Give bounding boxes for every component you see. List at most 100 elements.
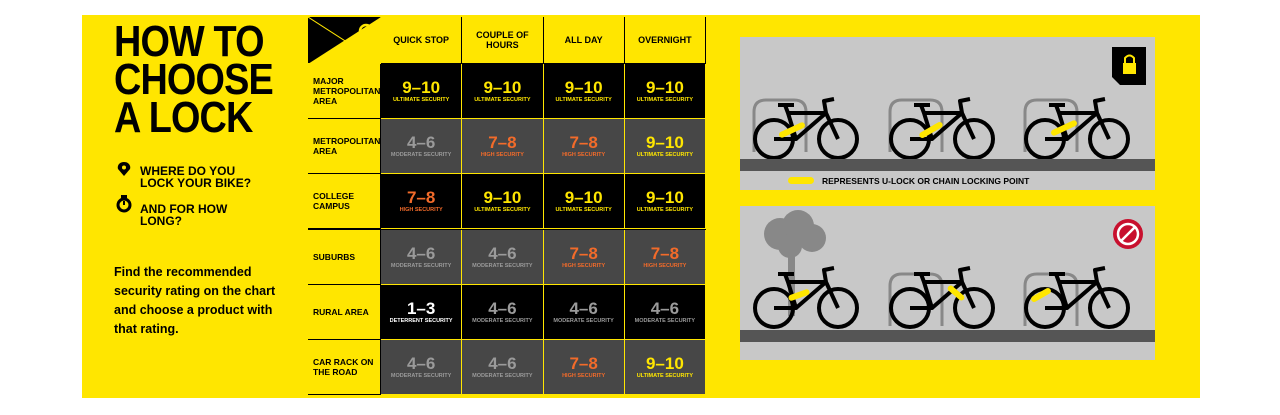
column-header: OVERNIGHT	[624, 17, 706, 64]
scene-unsafe	[740, 206, 1155, 360]
row-label: MAJOR METROPOLITAN AREA	[308, 64, 381, 120]
rating: 4–6	[488, 353, 517, 373]
legend-caption: REPRESENTS U-LOCK OR CHAIN LOCKING POINT	[822, 176, 1030, 186]
rating: 4–6	[488, 298, 517, 318]
rating-cell: 7–8 HIGH SECURITY	[381, 174, 463, 230]
rating-cell: 7–8 HIGH SECURITY	[624, 229, 706, 285]
rating-cell: 4–6 MODERATE SECURITY	[462, 339, 544, 395]
security-level: MODERATE SECURITY	[390, 152, 452, 159]
scene-art	[740, 210, 1155, 342]
security-level: MODERATE SECURITY	[634, 317, 696, 324]
rating: 1–3	[406, 298, 436, 318]
security-level: MODERATE SECURITY	[390, 262, 452, 269]
rating-cell: 9–10 ULTIMATE SECURITY	[381, 64, 463, 120]
row-label: RURAL AREA	[308, 284, 381, 340]
row-label: METROPOLITAN AREA	[308, 119, 381, 175]
rating: 7–8	[650, 243, 680, 263]
rating: 9–10	[402, 78, 441, 98]
rating: 7–8	[569, 353, 598, 373]
rating-cell: 4–6 MODERATE SECURITY	[462, 284, 544, 340]
rating-cell: 7–8 HIGH SECURITY	[543, 339, 625, 395]
rating: 9–10	[564, 188, 603, 208]
ground	[740, 330, 1155, 342]
rating-cell: 9–10 ULTIMATE SECURITY	[624, 64, 706, 120]
rating-cell: 4–6 MODERATE SECURITY	[462, 229, 544, 285]
column-header: QUICK STOP	[381, 17, 463, 64]
icons	[116, 162, 132, 213]
title: HOW TO CHOOSE A LOCK	[114, 17, 274, 140]
security-level: DETERRENT SECURITY	[389, 317, 453, 324]
rating: 4–6	[406, 133, 436, 153]
row-label: CAR RACK ON THE ROAD	[308, 339, 381, 395]
rating-cell: 4–6 MODERATE SECURITY	[381, 229, 463, 285]
rating-cell: 9–10 ULTIMATE SECURITY	[624, 174, 706, 230]
rating: 7–8	[488, 133, 517, 153]
rating: 4–6	[406, 243, 436, 263]
security-level: HIGH SECURITY	[399, 207, 443, 214]
rating: 9–10	[483, 188, 522, 208]
security-level: MODERATE SECURITY	[553, 317, 614, 324]
title-line: HOW TO	[114, 17, 265, 66]
rating: 4–6	[406, 353, 436, 373]
scene-art	[740, 47, 1155, 184]
lock-point	[919, 122, 943, 138]
security-level: ULTIMATE SECURITY	[636, 372, 694, 379]
rating-cell: 4–6 MODERATE SECURITY	[624, 284, 706, 340]
rating: 9–10	[645, 188, 684, 208]
lock-point	[1051, 120, 1077, 136]
rating-cell: 7–8 HIGH SECURITY	[462, 119, 544, 175]
security-level: HIGH SECURITY	[562, 152, 606, 159]
rating: 9–10	[483, 78, 522, 98]
corner-icons	[307, 17, 381, 64]
rating-cell: 9–10 ULTIMATE SECURITY	[543, 64, 625, 120]
security-level: ULTIMATE SECURITY	[474, 207, 531, 214]
rating: 9–10	[645, 133, 684, 153]
title-line: CHOOSE	[114, 55, 274, 104]
bike	[753, 266, 859, 329]
rating-cell: 4–6 MODERATE SECURITY	[381, 119, 463, 175]
rating: 9–10	[564, 78, 603, 98]
rating: 4–6	[569, 298, 598, 318]
security-level: MODERATE SECURITY	[472, 262, 533, 269]
rating: 7–8	[406, 188, 436, 208]
security-level: MODERATE SECURITY	[390, 372, 452, 379]
security-level: HIGH SECURITY	[562, 262, 606, 269]
rating-cell: 4–6 MODERATE SECURITY	[381, 339, 463, 395]
security-level: HIGH SECURITY	[643, 262, 687, 269]
rating: 4–6	[488, 243, 517, 263]
rating-cell: 4–6 MODERATE SECURITY	[543, 284, 625, 340]
rating: 9–10	[645, 353, 684, 373]
rating: 7–8	[569, 243, 598, 263]
rating-cell: 9–10 ULTIMATE SECURITY	[624, 339, 706, 395]
security-level: MODERATE SECURITY	[472, 317, 533, 324]
security-level: ULTIMATE SECURITY	[636, 207, 694, 214]
rating-cell: 9–10 ULTIMATE SECURITY	[624, 119, 706, 175]
rating-cell: 7–8 HIGH SECURITY	[543, 119, 625, 175]
rating-cell: 9–10 ULTIMATE SECURITY	[543, 174, 625, 230]
security-level: HIGH SECURITY	[562, 372, 606, 379]
row-label: SUBURBS	[308, 229, 381, 285]
lock-point	[779, 122, 805, 138]
lock-point	[1031, 288, 1051, 302]
ground	[740, 159, 1155, 171]
question: WHERE DO YOU LOCK YOUR BIKE?	[140, 164, 252, 190]
security-level: MODERATE SECURITY	[472, 372, 533, 379]
lock-point	[947, 285, 965, 301]
rating-cell: 9–10 ULTIMATE SECURITY	[462, 174, 544, 230]
security-level: ULTIMATE SECURITY	[636, 152, 694, 159]
rating-cell: 1–3 DETERRENT SECURITY	[381, 284, 463, 340]
rating: 9–10	[645, 78, 684, 98]
security-level: ULTIMATE SECURITY	[555, 207, 612, 214]
rating: 4–6	[650, 298, 680, 318]
scene-locked: REPRESENTS U-LOCK OR CHAIN LOCKING POINT	[740, 37, 1155, 190]
security-level: ULTIMATE SECURITY	[392, 97, 450, 104]
column-header: ALL DAY	[543, 17, 625, 64]
instructions: Find the recommended security rating on …	[114, 265, 276, 336]
tree	[764, 210, 826, 316]
security-level: ULTIMATE SECURITY	[555, 97, 612, 104]
rating: 7–8	[569, 133, 598, 153]
security-level: HIGH SECURITY	[480, 152, 524, 159]
corner-art	[307, 17, 381, 63]
security-level: ULTIMATE SECURITY	[636, 97, 694, 104]
column-header: COUPLE OF HOURS	[462, 17, 544, 64]
